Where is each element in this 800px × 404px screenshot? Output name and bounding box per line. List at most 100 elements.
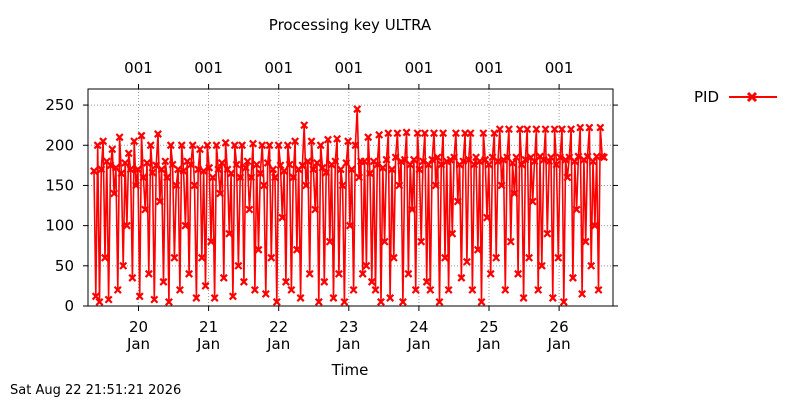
data-point [360, 157, 369, 166]
x-tick-label-month: Jan [336, 335, 360, 353]
data-point [164, 298, 173, 306]
data-point [466, 129, 475, 138]
data-point [267, 253, 276, 262]
data-point [214, 165, 223, 174]
data-point [217, 158, 226, 167]
data-point [307, 137, 316, 146]
data-point [205, 163, 214, 172]
data-point [110, 189, 119, 198]
data-point [230, 141, 239, 150]
data-point [486, 269, 495, 278]
top-tick-label: 001 [545, 59, 574, 77]
data-point [270, 173, 279, 182]
data-point [325, 237, 334, 246]
data-point [300, 121, 309, 130]
data-point [600, 153, 608, 162]
data-point [444, 285, 453, 294]
data-point [338, 181, 347, 190]
data-point [541, 125, 550, 134]
data-point [108, 145, 117, 154]
data-point [451, 129, 460, 138]
data-point [510, 189, 519, 198]
data-point [503, 153, 512, 162]
data-point [384, 129, 393, 138]
data-point [336, 165, 345, 174]
data-point [576, 123, 585, 132]
data-point [197, 253, 206, 262]
data-point [568, 273, 577, 282]
data-point [468, 285, 477, 294]
data-point [91, 292, 100, 301]
y-tick-label: 100 [45, 217, 74, 235]
data-point [420, 129, 429, 138]
top-axis: 001 001 001 001 001 001 001 [124, 59, 573, 89]
data-point [393, 129, 402, 138]
data-point [261, 289, 270, 298]
data-point [159, 277, 168, 286]
data-point [132, 181, 141, 190]
data-point [172, 181, 181, 190]
data-point [501, 285, 510, 294]
data-point [435, 298, 444, 306]
data-point [175, 285, 184, 294]
data-point [389, 253, 398, 262]
y-tick-label: 0 [64, 297, 74, 315]
data-point [210, 293, 219, 302]
data-point [532, 125, 541, 134]
data-point [470, 160, 479, 169]
data-point [377, 298, 385, 306]
data-point [497, 181, 506, 190]
x-tick-label-day: 23 [339, 318, 358, 336]
data-point [285, 160, 294, 169]
data-point [440, 253, 449, 262]
data-point [155, 197, 164, 206]
data-point [99, 137, 108, 146]
data-point [121, 158, 130, 167]
data-point [192, 293, 201, 302]
data-point [408, 205, 417, 214]
data-point [316, 141, 325, 150]
data-point [196, 145, 204, 154]
data-point [483, 213, 491, 222]
data-point [345, 221, 354, 230]
data-point [303, 157, 312, 166]
data-point [585, 123, 594, 132]
y-tick-label: 200 [45, 136, 74, 154]
data-point [106, 161, 115, 170]
data-point [117, 169, 126, 178]
data-point [457, 273, 466, 282]
data-point [433, 153, 442, 162]
data-point [141, 205, 150, 214]
data-point [143, 158, 151, 167]
data-point [404, 269, 413, 278]
data-point [119, 261, 128, 270]
data-point [174, 165, 183, 174]
footer-timestamp: Sat Aug 22 21:51:21 2026 [10, 383, 181, 398]
data-point [386, 293, 395, 302]
data-point [528, 197, 537, 206]
data-point [291, 137, 300, 146]
series-layer [90, 105, 608, 306]
data-point [358, 269, 367, 278]
data-point [278, 213, 287, 222]
x-axis-label: Time [331, 361, 369, 379]
data-point [221, 138, 230, 147]
legend-label-pid: PID [694, 88, 719, 106]
data-point [355, 173, 364, 182]
data-point [256, 169, 265, 178]
data-point [349, 285, 358, 294]
data-point [185, 269, 194, 278]
data-point [194, 165, 203, 174]
data-point [537, 261, 546, 270]
data-point [135, 292, 144, 301]
data-point [239, 277, 248, 286]
data-point [249, 139, 258, 148]
data-point [462, 257, 471, 266]
data-point [157, 165, 166, 174]
data-point [280, 166, 289, 175]
data-point [122, 221, 131, 230]
data-point [324, 135, 332, 144]
data-point [199, 166, 208, 175]
data-point [521, 155, 530, 164]
